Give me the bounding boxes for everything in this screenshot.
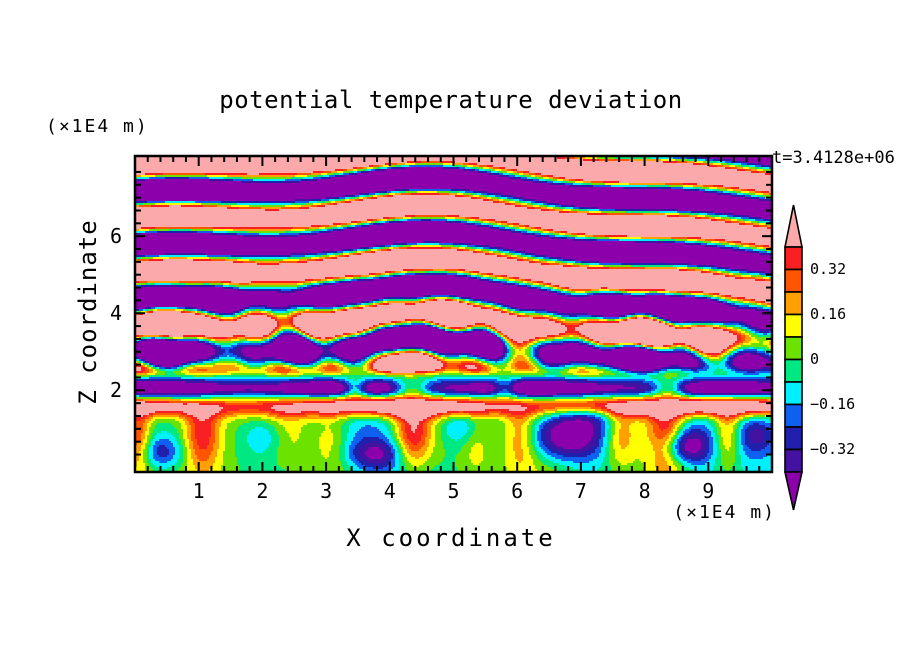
- time-annotation: t=3.4128e+06: [772, 148, 895, 168]
- z-tick-label: 6: [109, 224, 122, 249]
- x-tick-label: 5: [447, 479, 460, 503]
- colorbar-band: [784, 291, 803, 316]
- colorbar-tick-label: 0.16: [810, 304, 847, 323]
- x-tick-label: 3: [320, 479, 333, 503]
- colorbar-band: [784, 313, 803, 338]
- colorbar-tick-label: 0.32: [810, 259, 847, 278]
- colorbar-band: [784, 336, 803, 361]
- colorbar-tick-label: −0.32: [810, 439, 856, 458]
- colorbar-band: [784, 246, 803, 271]
- colorbar-tick-label: 0: [810, 349, 820, 368]
- colorbar-band: [784, 268, 803, 293]
- colorbar-band: [784, 403, 803, 428]
- colorbar: [784, 204, 803, 511]
- colorbar-under-arrow: [784, 471, 803, 511]
- plot-title: potential temperature deviation: [219, 86, 683, 114]
- z-tick-label: 2: [109, 378, 122, 403]
- plot-frame-and-ticks: [133, 154, 774, 474]
- x-tick-label: 7: [574, 479, 587, 503]
- contour-field-canvas: [135, 157, 771, 471]
- z-axis-unit-label: (×1E4 m): [46, 116, 149, 137]
- colorbar-band: [784, 381, 803, 406]
- z-tick-label: 4: [109, 301, 122, 326]
- colorbar-band: [784, 426, 803, 451]
- colorbar-band: [784, 448, 803, 473]
- x-tick-label: 4: [383, 479, 396, 503]
- plot-border: [133, 154, 774, 474]
- colorbar-band: [784, 358, 803, 383]
- colorbar-tick-label: −0.16: [810, 394, 856, 413]
- x-tick-label: 8: [638, 479, 651, 503]
- x-tick-label: 2: [256, 479, 269, 503]
- x-tick-label: 1: [192, 479, 205, 503]
- x-tick-label: 9: [702, 479, 715, 503]
- colorbar-over-arrow: [784, 204, 803, 248]
- x-tick-label: 6: [511, 479, 524, 503]
- x-axis-unit-label: (×1E4 m): [673, 502, 776, 523]
- x-axis-title: X coordinate: [346, 524, 556, 552]
